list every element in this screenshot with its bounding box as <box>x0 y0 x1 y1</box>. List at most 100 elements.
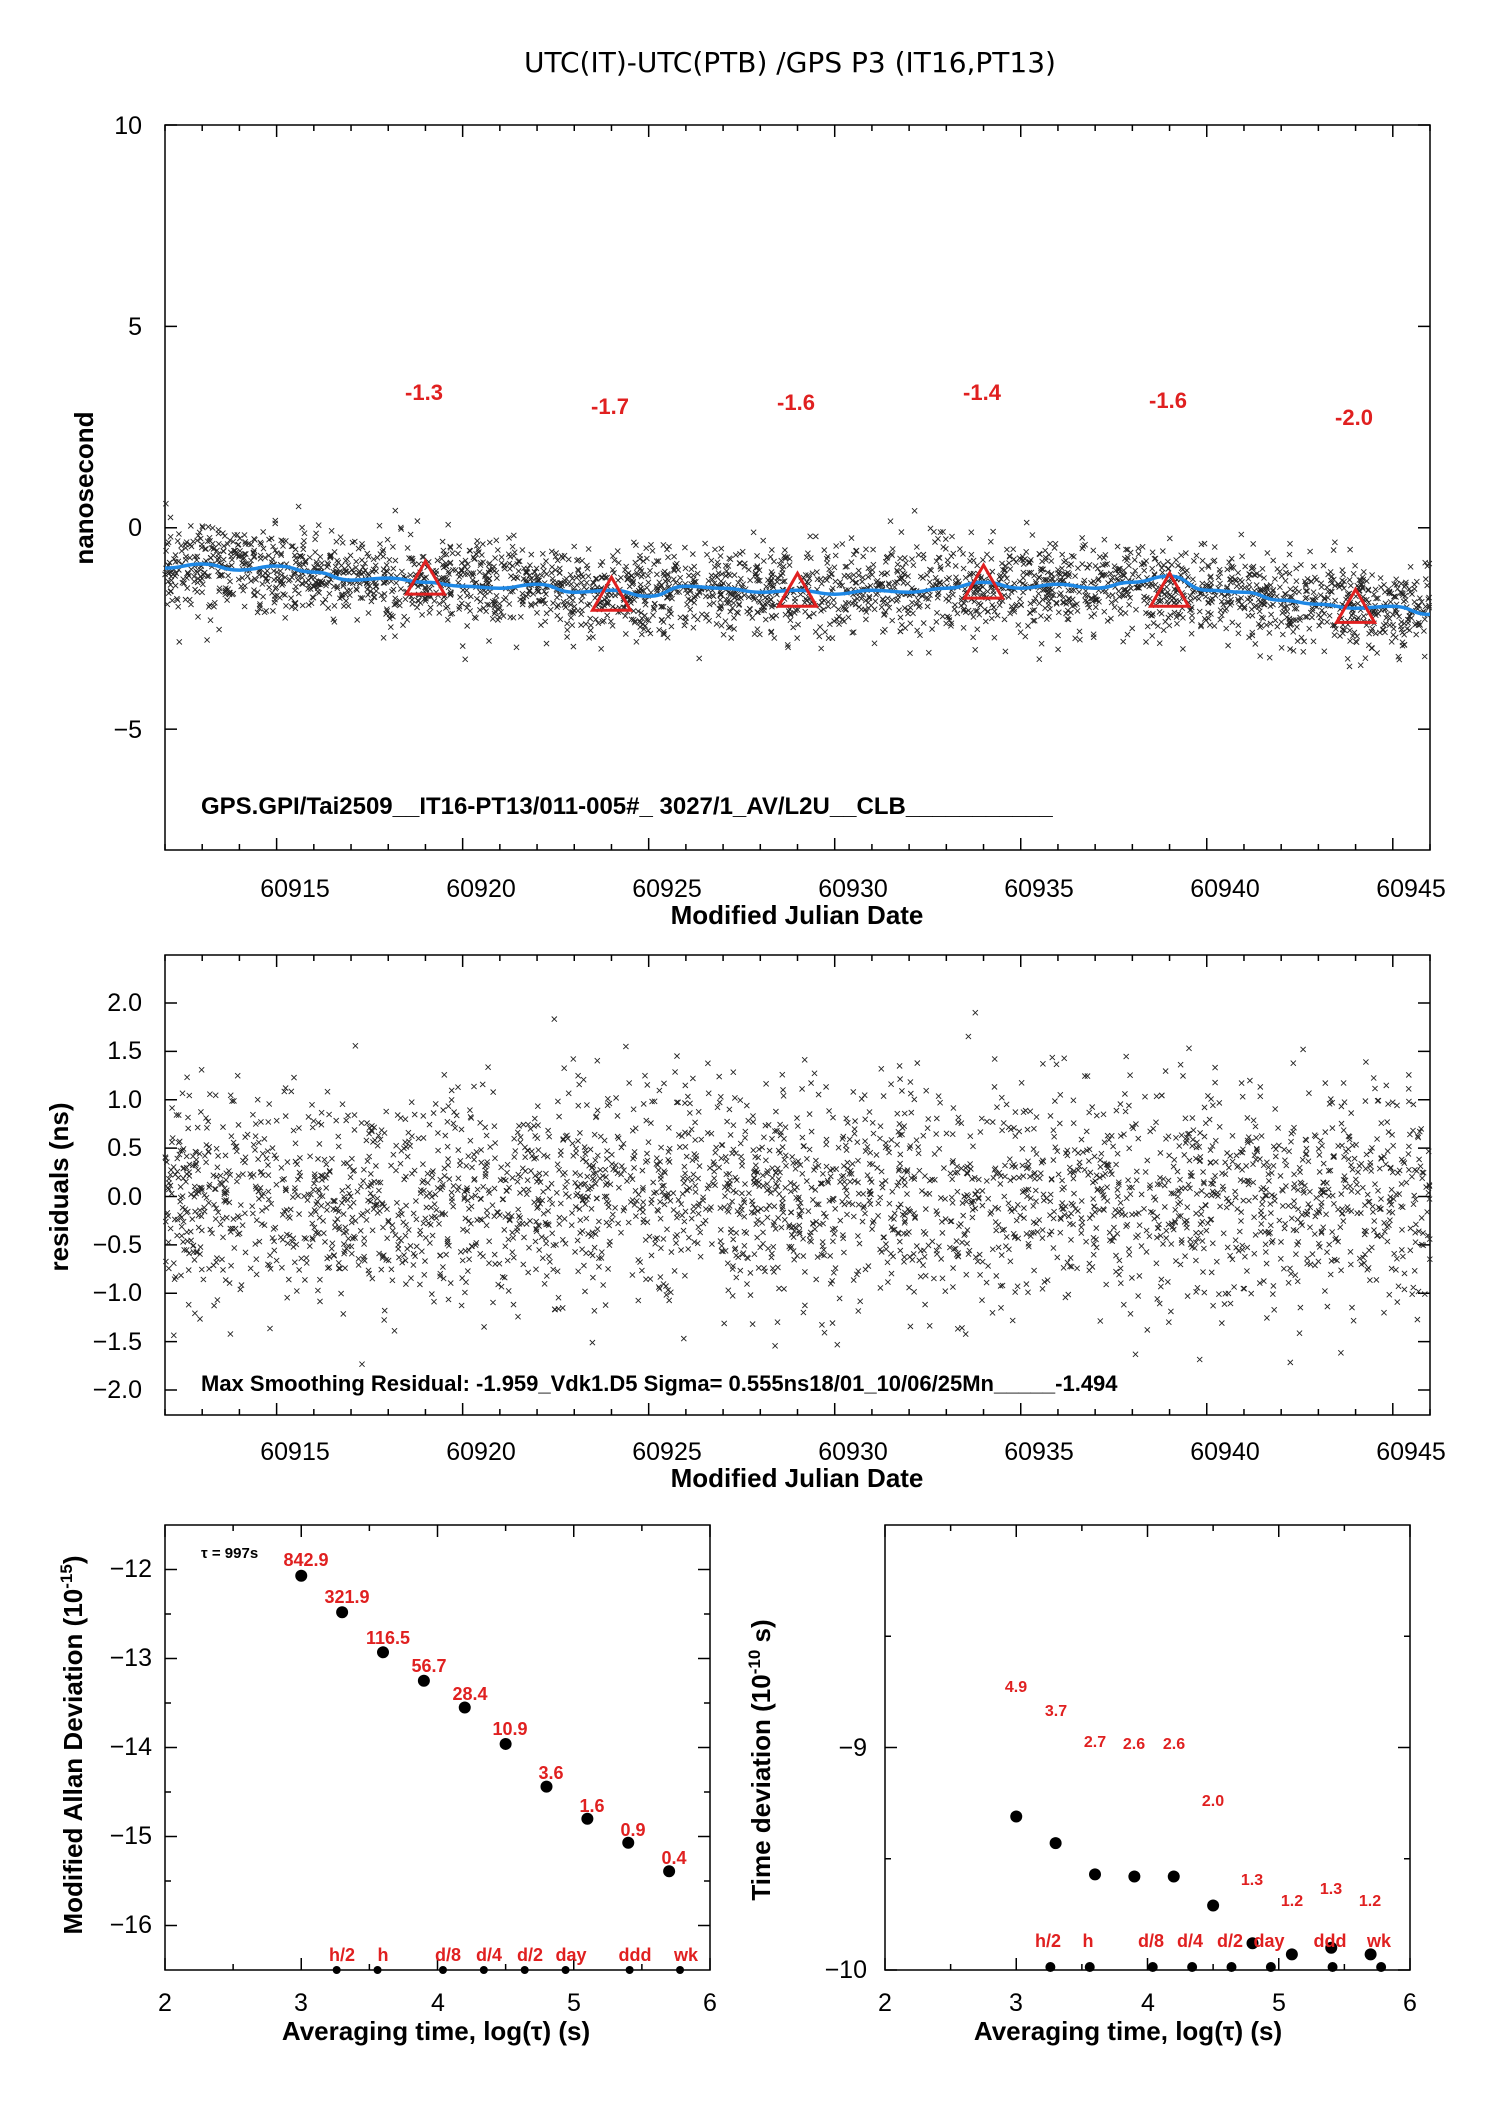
top-data-point <box>638 609 645 616</box>
top-data-point <box>850 629 857 636</box>
residuals-data-point <box>750 1119 757 1126</box>
residuals-data-point <box>485 1064 492 1071</box>
top-data-point <box>897 628 904 635</box>
top-data-point <box>1003 546 1010 553</box>
residuals-data-point <box>589 1339 596 1346</box>
residuals-data-point <box>1197 1229 1204 1236</box>
residuals-data-point <box>551 1016 558 1023</box>
residuals-data-point <box>978 1115 985 1122</box>
residuals-data-point <box>1014 1283 1021 1290</box>
residuals-data-point <box>877 1246 884 1253</box>
residuals-data-point <box>878 1065 885 1072</box>
top-data-point <box>1120 567 1127 574</box>
residuals-data-point <box>515 1206 522 1213</box>
residuals-data-point <box>1323 1211 1330 1218</box>
top-data-point <box>694 570 701 577</box>
residuals-data-point <box>536 1247 543 1253</box>
residuals-data-point <box>935 1093 942 1100</box>
residuals-data-point <box>1068 1236 1074 1243</box>
residuals-data-point <box>1013 1217 1020 1224</box>
top-data-point <box>750 529 757 536</box>
top-data-point <box>608 592 615 599</box>
top-x-axis-label: Modified Julian Date <box>671 900 924 930</box>
top-data-point <box>313 530 320 537</box>
residuals-data-point <box>359 1361 365 1368</box>
residuals-data-point <box>942 1196 949 1202</box>
residuals-data-point <box>1354 1189 1361 1196</box>
top-data-point <box>831 618 838 625</box>
residuals-data-point <box>1302 1210 1309 1217</box>
top-data-point <box>1270 601 1276 608</box>
top-data-point <box>1152 581 1159 588</box>
residuals-data-point <box>897 1151 904 1158</box>
top-data-point <box>282 614 289 621</box>
residuals-data-point <box>1259 1201 1266 1208</box>
top-data-point <box>500 613 507 619</box>
top-data-point <box>731 572 738 579</box>
top-data-point <box>534 586 541 593</box>
residuals-data-point <box>481 1323 488 1330</box>
residuals-data-point <box>1005 1200 1012 1207</box>
top-data-point <box>251 587 257 594</box>
residuals-data-point <box>1078 1224 1085 1231</box>
top-data-point <box>1268 611 1275 618</box>
residuals-data-point <box>799 1085 806 1092</box>
top-y-tick-labels: 10 5 0 −5 <box>113 112 142 744</box>
top-data-point <box>241 532 248 538</box>
top-data-point <box>547 606 554 613</box>
residuals-data-point <box>896 1238 903 1245</box>
top-data-point <box>1253 582 1260 589</box>
top-data-point <box>261 609 268 616</box>
residuals-data-point <box>1240 1285 1247 1292</box>
residuals-data-point <box>252 1133 259 1140</box>
top-data-point <box>164 601 171 608</box>
residuals-data-point <box>577 1217 584 1224</box>
residuals-data-point <box>291 1259 298 1266</box>
top-value-label: -1.6 <box>1149 388 1187 413</box>
residuals-data-point <box>1278 1238 1284 1245</box>
top-data-point <box>926 579 933 585</box>
top-data-point <box>202 546 209 552</box>
residuals-data-point <box>1178 1132 1185 1139</box>
top-data-point <box>987 538 994 545</box>
residuals-data-point <box>909 1256 916 1263</box>
residuals-data-point <box>408 1099 415 1106</box>
residuals-data-point <box>1307 1224 1313 1231</box>
top-data-point <box>1174 620 1180 627</box>
top-data-point <box>961 606 967 612</box>
top-data-point <box>1263 622 1270 628</box>
residuals-data-point <box>1252 1231 1259 1238</box>
top-data-point <box>972 646 979 653</box>
top-data-point <box>574 557 580 564</box>
residuals-data-point <box>1154 1295 1161 1302</box>
top-data-point <box>1198 622 1204 629</box>
residuals-data-point <box>1142 1169 1149 1175</box>
top-data-point <box>1321 648 1328 655</box>
top-data-point <box>1007 566 1014 572</box>
top-data-point <box>865 573 872 580</box>
residuals-data-point <box>737 1267 744 1274</box>
top-data-point <box>1278 619 1285 625</box>
top-data-point <box>812 533 819 540</box>
residuals-data-point <box>1186 1157 1193 1164</box>
top-xtick-label: 60935 <box>1004 875 1074 903</box>
top-data-point <box>340 603 347 610</box>
residuals-data-point <box>1012 1133 1019 1140</box>
top-data-point <box>945 597 952 604</box>
top-data-point <box>940 544 947 550</box>
residuals-data-point <box>249 1203 256 1210</box>
residuals-data-point <box>855 1308 862 1314</box>
residuals-data-point <box>1127 1072 1134 1079</box>
residuals-data-point <box>729 1292 736 1299</box>
top-data-point <box>831 602 837 609</box>
top-data-point <box>902 625 909 632</box>
residuals-data-point <box>1329 1229 1336 1235</box>
top-xtick-label: 60915 <box>260 875 330 903</box>
top-data-point <box>254 609 261 616</box>
top-data-point <box>1042 554 1049 561</box>
top-data-point <box>203 546 209 552</box>
residuals-data-point <box>420 1220 427 1227</box>
top-data-point <box>1215 574 1222 581</box>
residuals-data-point <box>1114 1186 1121 1193</box>
residuals-data-point <box>1047 1112 1054 1119</box>
